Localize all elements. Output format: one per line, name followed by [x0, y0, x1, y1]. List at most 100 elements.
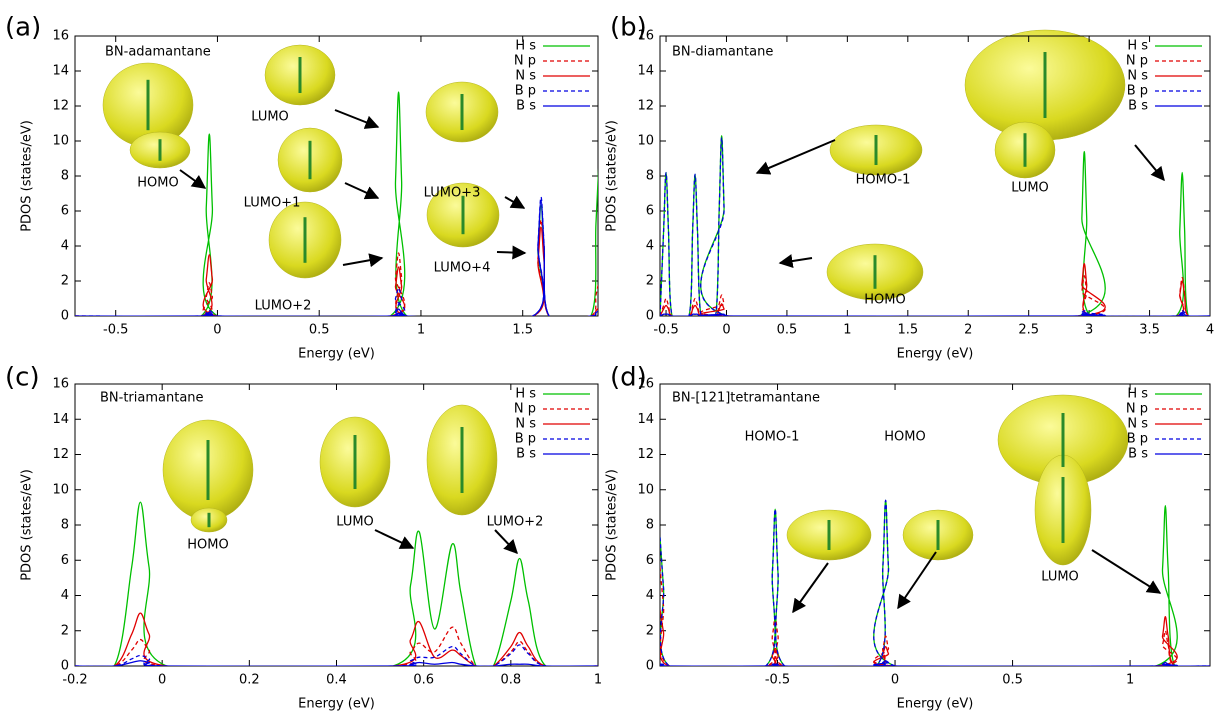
x-tick-label: 0 — [891, 673, 899, 688]
y-tick-label: 0 — [646, 659, 654, 674]
x-tick-label: 1.5 — [897, 323, 918, 338]
y-tick-label: 16 — [637, 29, 654, 44]
pdos-line — [75, 626, 598, 666]
pdos-line — [660, 660, 1210, 666]
pdos-line — [660, 262, 1210, 316]
arrow — [334, 109, 380, 129]
y-tick-label: 2 — [646, 623, 654, 638]
x-tick-label: -0.5 — [103, 323, 128, 338]
legend-label: B s — [516, 99, 536, 114]
arrow — [374, 529, 415, 549]
x-tick-label: 0 — [213, 323, 221, 338]
pdos-line — [660, 567, 1210, 666]
legend-label: B s — [1128, 99, 1148, 114]
y-tick-label: 6 — [61, 553, 69, 568]
x-tick-label: 0.2 — [239, 673, 260, 688]
pdos-line — [75, 644, 598, 666]
y-tick-label: 0 — [61, 309, 69, 324]
y-tick-label: 8 — [61, 169, 69, 184]
orbital-label: LUMO — [1041, 570, 1079, 585]
legend-label: B p — [515, 432, 536, 447]
orbital-label: LUMO+2 — [255, 299, 312, 314]
arrow — [1134, 144, 1165, 182]
y-tick-label: 12 — [52, 99, 69, 114]
x-tick-label: -0.5 — [765, 673, 790, 688]
x-tick-label: 2 — [964, 323, 972, 338]
orbital-label: HOMO — [137, 176, 178, 191]
arrow — [1091, 549, 1162, 594]
panel: (d) BN-[121]tetramantane Energy (eV) PDOS (… — [605, 363, 1211, 712]
arrow — [496, 245, 527, 260]
x-tick-label: 1 — [417, 323, 425, 338]
orbital-label: LUMO+1 — [244, 196, 301, 211]
y-tick-label: 4 — [61, 588, 69, 603]
panel-label: (a) — [5, 13, 41, 43]
x-tick-label: -0.5 — [653, 323, 678, 338]
arrow — [494, 529, 518, 555]
x-axis-label: Energy (eV) — [298, 697, 375, 712]
panel-label: (d) — [610, 363, 647, 393]
y-tick-label: 12 — [637, 99, 654, 114]
y-tick-label: 6 — [646, 553, 654, 568]
orbital-label: HOMO — [864, 293, 905, 308]
x-tick-label: 2.5 — [1018, 323, 1039, 338]
y-tick-label: 2 — [61, 623, 69, 638]
panel-title: BN-triamantane — [100, 391, 204, 406]
y-tick-label: 8 — [61, 518, 69, 533]
legend-label: N p — [1126, 54, 1148, 69]
panel-title: BN-adamantane — [105, 45, 211, 60]
y-tick-label: 4 — [61, 239, 69, 254]
panel-title: BN-[121]tetramantane — [672, 391, 820, 406]
pdos-line — [75, 612, 598, 666]
legend-label: N p — [514, 402, 536, 417]
y-axis-label: PDOS (states/eV) — [605, 469, 620, 581]
pdos-line — [75, 199, 598, 316]
orbital-label: LUMO+2 — [487, 515, 544, 530]
x-tick-label: 3 — [1085, 323, 1093, 338]
y-tick-label: 4 — [646, 588, 654, 603]
arrow — [342, 253, 384, 268]
y-tick-label: 4 — [646, 239, 654, 254]
orbital-label: HOMO — [187, 538, 228, 553]
orbital-label: HOMO — [884, 430, 925, 445]
orbital-label: HOMO-1 — [856, 173, 911, 188]
x-tick-label: 0.6 — [413, 673, 434, 688]
panel: (c) BN-triamantane Energy (eV) PDOS (states… — [5, 363, 602, 712]
panel-title: BN-diamantane — [672, 45, 773, 60]
y-tick-label: 6 — [646, 204, 654, 219]
legend-label: N s — [1127, 417, 1148, 432]
y-tick-label: 14 — [52, 412, 69, 427]
panel: (a) BN-adamantane Energy (eV) PDOS (states/… — [5, 13, 599, 362]
y-axis-label: PDOS (states/eV) — [20, 469, 35, 581]
y-tick-label: 0 — [646, 309, 654, 324]
pdos-line — [75, 660, 598, 666]
x-tick-label: 1 — [1126, 673, 1134, 688]
pdos-line — [75, 196, 598, 316]
legend-label: N s — [515, 69, 536, 84]
orbital-label: HOMO-1 — [745, 430, 800, 445]
y-tick-label: 16 — [637, 377, 654, 392]
x-axis-label: Energy (eV) — [298, 347, 375, 362]
y-tick-label: 12 — [637, 447, 654, 462]
orbital-label: LUMO — [336, 515, 374, 530]
legend-label: H s — [515, 39, 536, 54]
x-tick-label: 0.4 — [326, 673, 347, 688]
y-tick-label: 16 — [52, 29, 69, 44]
x-tick-label: 3.5 — [1139, 323, 1160, 338]
y-tick-label: 8 — [646, 518, 654, 533]
x-axis-label: Energy (eV) — [897, 347, 974, 362]
x-tick-label: 1 — [843, 323, 851, 338]
orbital-label: LUMO — [1011, 181, 1049, 196]
y-axis-label: PDOS (states/eV) — [605, 120, 620, 232]
arrow — [778, 254, 813, 268]
arrow — [792, 562, 829, 614]
y-tick-label: 14 — [637, 64, 654, 79]
orbital-label: LUMO+3 — [424, 186, 481, 201]
x-tick-label: 1 — [594, 673, 602, 688]
panel-label: (c) — [5, 363, 40, 393]
legend-label: N s — [1127, 69, 1148, 84]
x-tick-label: 0.8 — [500, 673, 521, 688]
arrow — [504, 195, 526, 209]
pdos-line — [660, 311, 1210, 316]
